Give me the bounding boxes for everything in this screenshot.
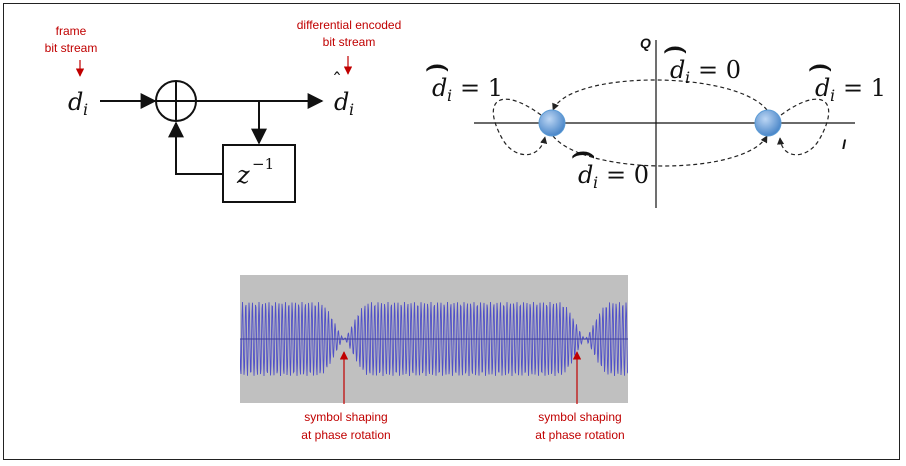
feedback-return-line <box>168 121 223 175</box>
label-top-center-subscript: i <box>685 68 690 87</box>
annotation-right-line1: symbol shaping <box>538 410 621 424</box>
i-axis-label: I <box>842 136 847 152</box>
input-annotation-line2: bit stream <box>45 41 98 55</box>
transition-top-arc <box>552 79 768 111</box>
label-top-center-hat-icon: ⌢ <box>662 24 688 70</box>
figure-border <box>3 3 900 460</box>
waveform-panel: symbol shaping at phase rotation symbol … <box>240 275 628 442</box>
self-loop-left <box>492 98 548 156</box>
constellation-diagram: Q I d ⌢ i = 1 d ⌢ i = 0 d <box>424 24 886 208</box>
output-subscript: i <box>349 100 354 119</box>
annotation-right-line2: at phase rotation <box>535 428 624 442</box>
input-subscript: i <box>83 100 88 119</box>
label-bottom-center-subscript: i <box>593 173 598 192</box>
output-hat-icon: ˆ <box>332 68 342 92</box>
delay-base: z <box>236 161 250 189</box>
label-bottom-center-value: = 0 <box>606 161 649 189</box>
label-top-center: d ⌢ i = 0 <box>662 24 741 87</box>
q-axis-label: Q <box>640 35 651 51</box>
input-symbol: d <box>68 88 83 116</box>
label-top-right-symbol: d <box>815 74 830 102</box>
delay-exponent: −1 <box>252 155 274 173</box>
label-top-right-hat-icon: ⌢ <box>807 42 833 88</box>
label-top-left: d ⌢ i = 1 <box>424 42 503 105</box>
label-top-center-value: = 0 <box>698 56 741 84</box>
label-top-left-symbol: d <box>432 74 447 102</box>
label-bottom-center-hat-icon: ⌢ <box>570 129 596 175</box>
label-top-right: d ⌢ i = 1 <box>807 42 886 105</box>
label-top-left-subscript: i <box>447 86 452 105</box>
delay-block <box>222 144 296 203</box>
constellation-point-left <box>538 109 566 137</box>
self-loop-right <box>777 98 830 156</box>
waveform-signal <box>240 301 628 377</box>
annotation-left-line2: at phase rotation <box>301 428 390 442</box>
label-top-left-hat-icon: ⌢ <box>424 42 450 88</box>
annotation-left-line1: symbol shaping <box>304 410 387 424</box>
label-bottom-center: d ⌢ i = 0 <box>570 129 649 192</box>
constellation-point-right <box>754 109 782 137</box>
output-annotation-line2: bit stream <box>323 35 376 49</box>
transition-bottom-arc <box>552 135 768 167</box>
output-symbol: d <box>334 88 349 116</box>
block-diagram: frame bit stream differential encoded bi… <box>45 18 402 203</box>
label-top-right-subscript: i <box>830 86 835 105</box>
label-top-right-value: = 1 <box>843 74 886 102</box>
xor-adder-icon <box>155 80 197 122</box>
output-annotation-line1: differential encoded <box>297 18 402 32</box>
label-top-left-value: = 1 <box>460 74 503 102</box>
label-top-center-symbol: d <box>670 56 685 84</box>
label-bottom-center-symbol: d <box>578 161 593 189</box>
input-annotation-line1: frame <box>56 24 87 38</box>
